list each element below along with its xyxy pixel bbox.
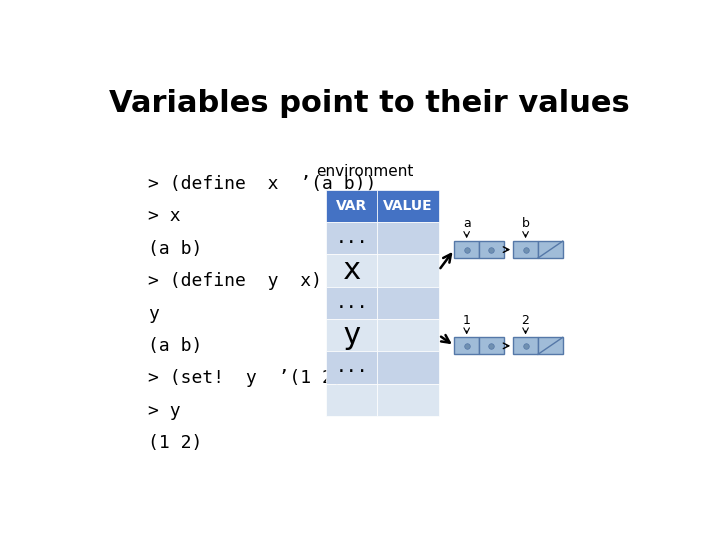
Text: x: x (343, 256, 361, 285)
Bar (377, 383, 438, 416)
Text: ...: ... (336, 294, 368, 312)
Bar (538, 338, 563, 354)
Text: (a b): (a b) (148, 240, 202, 258)
Text: > y: > y (148, 402, 181, 420)
Text: Variables point to their values: Variables point to their values (109, 89, 629, 118)
Text: a: a (463, 217, 471, 231)
Bar (326, 254, 377, 287)
Bar (326, 319, 377, 351)
Bar (538, 241, 563, 258)
Text: environment: environment (316, 164, 414, 179)
Text: ...: ... (336, 229, 368, 247)
Bar (377, 190, 438, 222)
Bar (326, 190, 377, 222)
Bar (326, 287, 377, 319)
Text: VAR: VAR (336, 199, 367, 213)
Text: > (define  x  ’(a b)): > (define x ’(a b)) (148, 175, 377, 193)
Text: > x: > x (148, 207, 181, 226)
Bar (454, 241, 479, 258)
Text: y: y (343, 321, 361, 349)
Text: > (set!  y  ’(1 2): > (set! y ’(1 2) (148, 369, 344, 387)
Bar (513, 338, 538, 354)
Text: 1: 1 (463, 314, 471, 327)
Bar (479, 241, 504, 258)
Bar (326, 383, 377, 416)
Bar (377, 319, 438, 351)
Text: > (define  y  x): > (define y x) (148, 272, 322, 290)
Text: b: b (521, 217, 529, 231)
Bar (377, 287, 438, 319)
Bar (513, 241, 538, 258)
Text: ...: ... (336, 359, 368, 376)
Text: (a b): (a b) (148, 337, 202, 355)
Bar (326, 222, 377, 254)
Bar (479, 338, 504, 354)
Text: y: y (148, 305, 159, 322)
Text: VALUE: VALUE (383, 199, 433, 213)
Bar (454, 338, 479, 354)
Text: (1 2): (1 2) (148, 434, 202, 452)
Bar (377, 351, 438, 383)
Text: 2: 2 (521, 314, 529, 327)
Bar (377, 222, 438, 254)
Bar (326, 351, 377, 383)
Bar (377, 254, 438, 287)
